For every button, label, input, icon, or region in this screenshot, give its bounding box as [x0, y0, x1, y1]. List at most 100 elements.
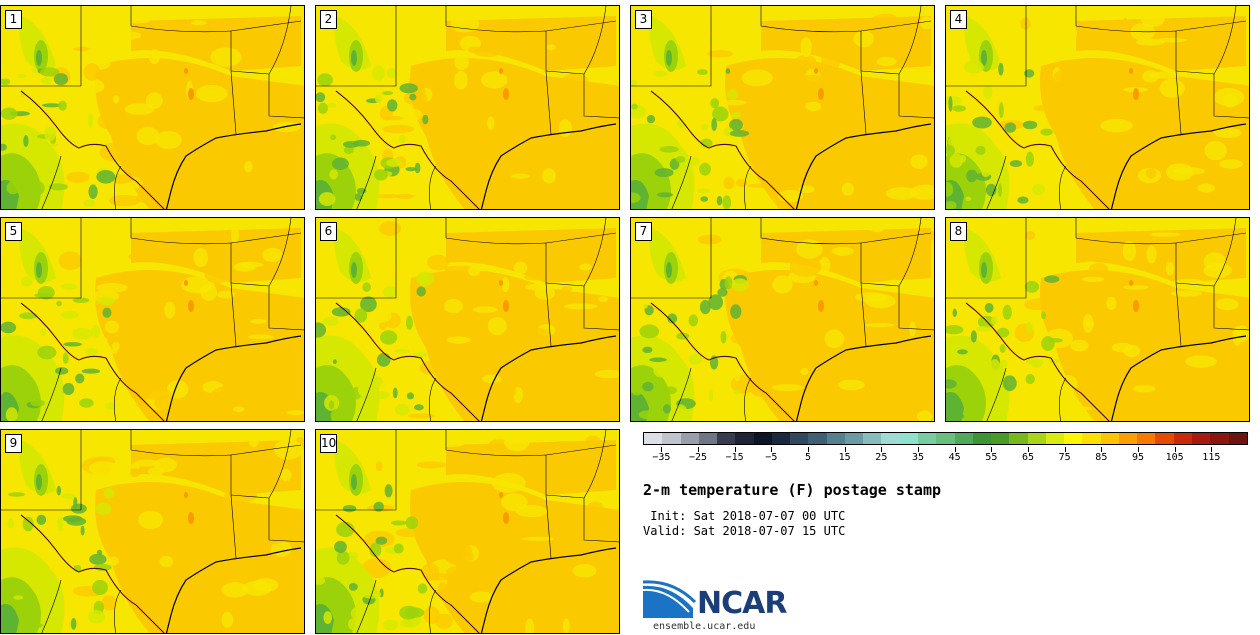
colorbar-tick-label: 55 — [985, 452, 998, 463]
colorbar-tick — [1211, 447, 1213, 452]
ncar-logo-text: NCAR — [697, 586, 787, 621]
plot-title: 2-m temperature (F) postage stamp — [643, 481, 942, 499]
colorbar-tick-label: −15 — [725, 452, 744, 463]
panel-number: 9 — [5, 434, 22, 453]
colorbar-cell — [1173, 433, 1192, 444]
map-panel-9: 9 — [0, 429, 305, 634]
colorbar-cell — [1027, 433, 1046, 444]
colorbar-cell — [1137, 433, 1156, 444]
map-panel-6: 6 — [315, 217, 620, 422]
colorbar-tick-label: 25 — [875, 452, 888, 463]
colorbar-tick — [698, 447, 699, 452]
colorbar-tick-label: 105 — [1165, 452, 1184, 463]
colorbar-cell — [936, 433, 955, 444]
colorbar-cell — [717, 433, 736, 444]
ncar-url: ensemble.ucar.edu — [653, 621, 756, 632]
colorbar-ticks: −35 −25 −15 −5 5 15 25 35 45 55 65 75 85 95 105 115 — [643, 447, 1248, 467]
temperature-map — [316, 6, 619, 209]
panel-number: 8 — [950, 222, 967, 241]
colorbar-cell — [1191, 433, 1211, 444]
colorbar-cell — [917, 433, 937, 444]
colorbar-tick — [844, 447, 846, 452]
colorbar-tick — [1064, 447, 1066, 452]
map-panel-4: 4 — [945, 5, 1250, 210]
temperature-map — [946, 218, 1249, 421]
temperature-map — [631, 218, 934, 421]
panel-number: 5 — [5, 222, 22, 241]
temperature-map — [1, 430, 304, 633]
colorbar-cell — [863, 433, 882, 444]
temperature-map — [316, 218, 619, 421]
valid-time: Valid: Sat 2018-07-07 15 UTC — [643, 524, 846, 538]
colorbar-cell — [954, 433, 973, 444]
temperature-colorbar — [643, 432, 1248, 445]
colorbar-tick-label: −5 — [765, 452, 778, 463]
colorbar-tick-label: 65 — [1021, 452, 1035, 463]
map-panel-10: 10 — [315, 429, 620, 634]
colorbar-tick — [734, 447, 736, 452]
colorbar-cell — [844, 433, 864, 444]
colorbar-cell — [1155, 433, 1174, 444]
colorbar-tick-label: 15 — [838, 452, 851, 463]
colorbar-cell — [1064, 433, 1083, 444]
colorbar-cell — [1100, 433, 1119, 444]
colorbar-cell — [826, 433, 845, 444]
panel-number: 10 — [320, 434, 337, 453]
colorbar-cell — [1210, 433, 1229, 444]
colorbar-cell — [899, 433, 918, 444]
colorbar-cell — [808, 433, 827, 444]
panel-number: 7 — [635, 222, 652, 241]
map-panel-5: 5 — [0, 217, 305, 422]
panel-number: 6 — [320, 222, 337, 241]
colorbar-tick-label: 45 — [948, 452, 961, 463]
colorbar-tick — [918, 447, 919, 452]
colorbar-cell — [644, 433, 663, 444]
temperature-map — [1, 6, 304, 209]
colorbar-cell — [1045, 433, 1065, 444]
colorbar-tick-label: 75 — [1058, 452, 1071, 463]
panel-number: 4 — [950, 10, 967, 29]
colorbar-cell — [771, 433, 791, 444]
map-panel-2: 2 — [315, 5, 620, 210]
colorbar-tick-label: −35 — [652, 452, 671, 463]
colorbar-tick-label: −25 — [688, 452, 708, 463]
init-time: Init: Sat 2018-07-07 00 UTC — [643, 509, 846, 523]
colorbar-tick — [1138, 447, 1139, 452]
colorbar-tick-label: 35 — [911, 452, 925, 463]
temperature-map — [316, 430, 619, 633]
colorbar-tick-label: 5 — [804, 452, 812, 463]
colorbar-tick — [808, 447, 809, 452]
temperature-map — [1, 218, 304, 421]
panel-number: 2 — [320, 10, 337, 29]
colorbar-cell — [1082, 433, 1101, 444]
colorbar-cell — [662, 433, 681, 444]
colorbar-tick-label: 85 — [1095, 452, 1108, 463]
map-panel-7: 7 — [630, 217, 935, 422]
colorbar-cell — [1118, 433, 1138, 444]
temperature-map — [631, 6, 934, 209]
colorbar-cell — [881, 433, 900, 444]
colorbar-cell — [735, 433, 754, 444]
colorbar-tick — [954, 447, 956, 452]
colorbar-tick-label: 115 — [1202, 452, 1221, 463]
temperature-map — [946, 6, 1249, 209]
map-panel-3: 3 — [630, 5, 935, 210]
colorbar-cell — [790, 433, 809, 444]
colorbar-cell — [680, 433, 699, 444]
colorbar-tick-label: 95 — [1131, 452, 1145, 463]
panel-number: 3 — [635, 10, 652, 29]
colorbar-tick — [1101, 447, 1103, 452]
panel-number: 1 — [5, 10, 22, 29]
colorbar-tick — [881, 447, 883, 452]
colorbar-tick — [1174, 447, 1176, 452]
colorbar-tick — [661, 447, 663, 452]
colorbar-cell — [972, 433, 992, 444]
colorbar-tick — [1028, 447, 1029, 452]
colorbar-cell — [1009, 433, 1028, 444]
ncar-logo-swoosh-icon — [643, 580, 697, 618]
map-panel-1: 1 — [0, 5, 305, 210]
colorbar-cell — [753, 433, 772, 444]
colorbar-tick — [771, 447, 773, 452]
colorbar-cell — [1228, 433, 1247, 444]
colorbar-tick — [991, 447, 993, 452]
